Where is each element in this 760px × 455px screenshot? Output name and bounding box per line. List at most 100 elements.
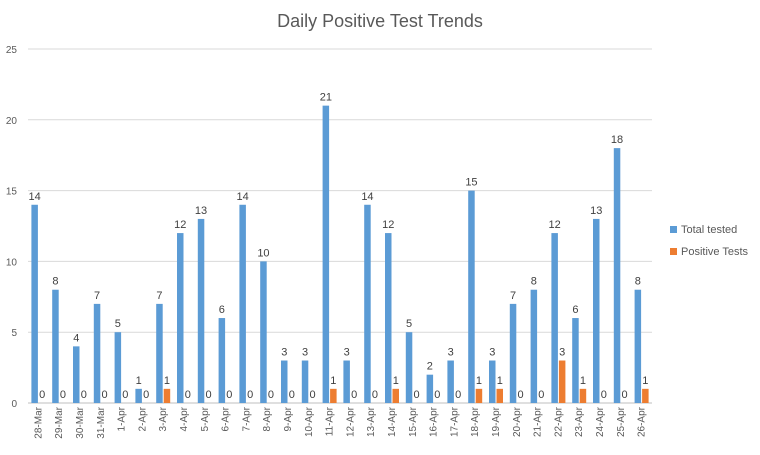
x-tick-label: 14-Apr [387, 406, 398, 437]
data-label-total-tested: 8 [52, 276, 58, 288]
bar-total-tested [634, 289, 642, 403]
data-label-total-tested: 8 [635, 276, 641, 288]
data-label-total-tested: 4 [73, 332, 79, 344]
data-label-positive-tests: 3 [559, 347, 565, 359]
data-label-positive-tests: 1 [642, 375, 648, 387]
data-label-positive-tests: 0 [185, 389, 191, 401]
data-label-positive-tests: 0 [205, 389, 211, 401]
data-label-total-tested: 14 [237, 191, 249, 203]
legend-swatch [670, 248, 677, 255]
x-tick-label: 16-Apr [429, 406, 440, 437]
bar-positive-tests [496, 388, 503, 403]
data-label-positive-tests: 0 [247, 389, 253, 401]
x-tick-label: 24-Apr [595, 406, 606, 437]
x-tick-label: 21-Apr [533, 406, 544, 437]
x-tick-label: 31-Mar [96, 406, 107, 438]
bar-total-tested [572, 318, 579, 403]
bar-total-tested [530, 289, 538, 403]
bar-total-tested [405, 332, 413, 403]
data-label-total-tested: 7 [94, 290, 100, 302]
x-tick-label: 7-Apr [241, 406, 252, 431]
data-label-total-tested: 3 [344, 347, 350, 359]
data-label-total-tested: 14 [29, 191, 41, 203]
bar-positive-tests [642, 388, 649, 403]
x-tick-label: 19-Apr [491, 406, 502, 437]
bar-total-tested [385, 233, 392, 403]
x-tick-label: 15-Apr [408, 406, 419, 437]
data-label-total-tested: 10 [257, 247, 269, 259]
bar-total-tested [613, 148, 621, 403]
bar-positive-tests [579, 388, 587, 403]
gridlines [28, 48, 652, 404]
legend: Total tested Positive Tests [670, 224, 749, 258]
data-label-total-tested: 7 [510, 290, 516, 302]
data-label-total-tested: 15 [465, 177, 477, 189]
x-tick-label: 1-Apr [117, 406, 128, 431]
x-tick-label: 25-Apr [616, 406, 627, 437]
data-label-positive-tests: 1 [497, 375, 503, 387]
data-label-positive-tests: 0 [289, 389, 295, 401]
data-label-positive-tests: 0 [538, 389, 544, 401]
bar-total-tested [281, 360, 288, 403]
data-label-positive-tests: 0 [601, 389, 607, 401]
chart-title: Daily Positive Test Trends [277, 11, 483, 31]
bar-total-tested [135, 388, 142, 403]
x-tick-label: 2-Apr [137, 406, 148, 431]
y-tick-label: 20 [6, 116, 18, 127]
bar-total-tested [322, 105, 330, 403]
y-tick-label: 5 [11, 328, 17, 339]
bar-positive-tests [558, 360, 566, 403]
bar-total-tested [218, 318, 226, 403]
x-tick-label: 23-Apr [574, 406, 585, 437]
x-tick-label: 3-Apr [158, 406, 169, 431]
bar-total-tested [301, 360, 309, 403]
data-label-positive-tests: 0 [372, 389, 378, 401]
bar-total-tested [197, 218, 205, 403]
bar-positive-tests [163, 388, 171, 403]
x-tick-label: 4-Apr [179, 406, 190, 431]
data-label-total-tested: 8 [531, 276, 537, 288]
x-tick-label: 9-Apr [283, 406, 294, 431]
bar-total-tested [468, 190, 475, 403]
legend-entry: Total tested [681, 224, 737, 236]
y-axis-ticks: 0 5 10 15 20 25 [6, 45, 18, 410]
x-axis-ticks: 28-Mar 29-Mar 30-Mar 31-Mar 1-Apr 2-Apr 3-Apr 4… [33, 406, 647, 438]
data-label-positive-tests: 0 [268, 389, 274, 401]
data-label-total-tested: 7 [156, 290, 162, 302]
data-label-total-tested: 3 [281, 347, 287, 359]
data-label-total-tested: 14 [361, 191, 373, 203]
bar-total-tested [343, 360, 350, 403]
x-tick-label: 10-Apr [304, 406, 315, 437]
data-label-positive-tests: 1 [476, 375, 482, 387]
data-label-positive-tests: 0 [226, 389, 232, 401]
bar-total-tested [551, 233, 558, 403]
data-labels: 1408040705010711201306014010030302113014… [29, 92, 649, 401]
x-tick-label: 13-Apr [366, 406, 377, 437]
x-tick-label: 5-Apr [200, 406, 211, 431]
bar-total-tested [260, 261, 267, 403]
data-label-total-tested: 5 [115, 318, 121, 330]
data-label-total-tested: 2 [427, 361, 433, 373]
data-label-total-tested: 18 [611, 134, 623, 146]
data-label-positive-tests: 0 [101, 389, 107, 401]
bar-total-tested [593, 218, 600, 403]
bar-total-tested [509, 303, 517, 403]
y-tick-label: 0 [11, 399, 17, 410]
data-label-positive-tests: 0 [122, 389, 128, 401]
data-label-positive-tests: 1 [393, 375, 399, 387]
x-tick-label: 26-Apr [637, 406, 648, 437]
bar-total-tested [156, 303, 163, 403]
legend-entry: Positive Tests [681, 246, 749, 258]
x-tick-label: 20-Apr [512, 406, 523, 437]
data-label-positive-tests: 0 [60, 389, 66, 401]
bar-positive-tests [392, 388, 399, 403]
x-tick-label: 6-Apr [221, 406, 232, 431]
x-tick-label: 29-Mar [54, 406, 65, 438]
bar-total-tested [239, 204, 246, 403]
data-label-total-tested: 6 [219, 304, 225, 316]
bar-total-tested [114, 332, 122, 403]
bar-total-tested [426, 374, 434, 403]
data-label-total-tested: 5 [406, 318, 412, 330]
